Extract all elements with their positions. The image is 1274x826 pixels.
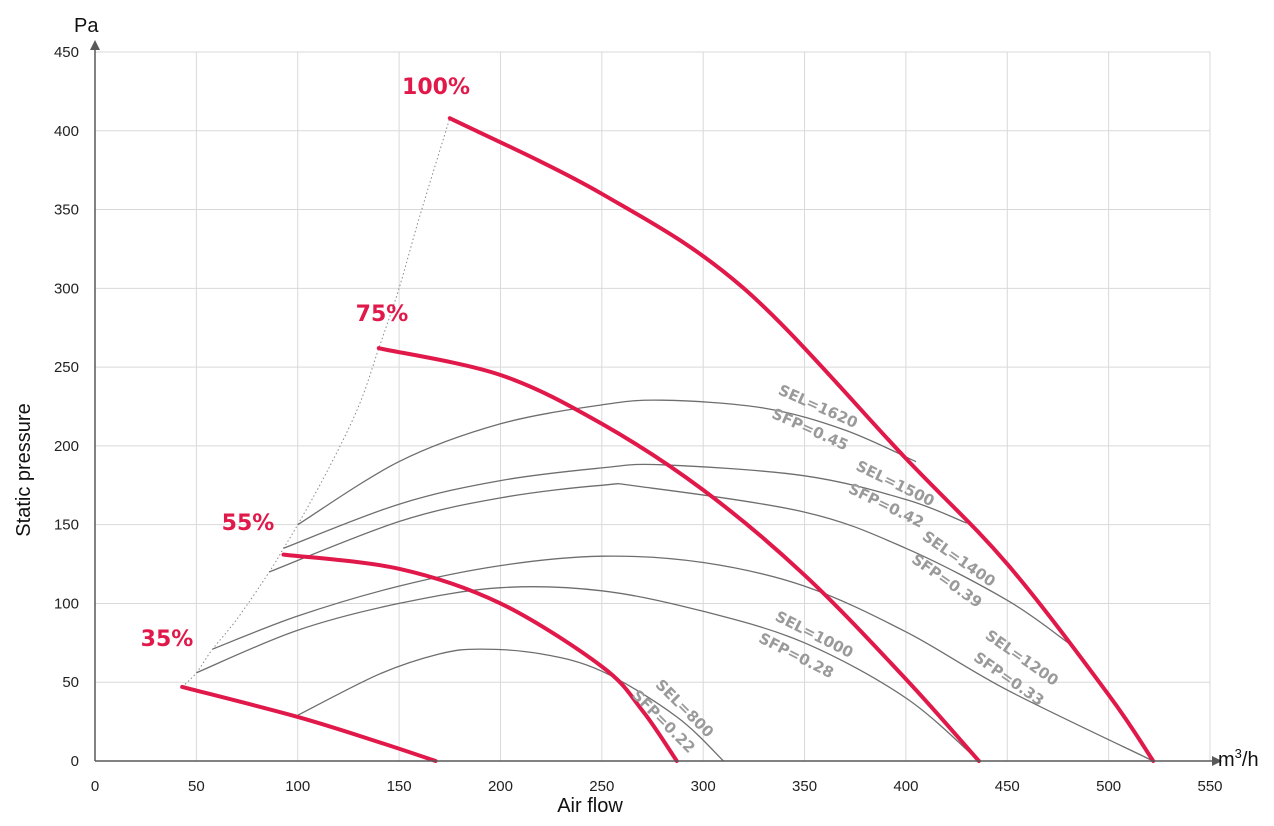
y-tick-label: 150 [54, 517, 79, 534]
y-tick-label: 50 [62, 674, 79, 691]
sel-curve [297, 648, 724, 762]
x-tick-label: 450 [995, 778, 1020, 795]
y-axis-title: Static pressure [13, 403, 35, 536]
y-tick-label: 350 [54, 202, 79, 219]
y-tick-label: 250 [54, 359, 79, 376]
x-tick-label: 300 [691, 778, 716, 795]
y-tick-label: 0 [71, 753, 79, 770]
x-tick-label: 250 [589, 778, 614, 795]
fan-curves [180, 116, 1156, 763]
tick-labels: 0 50 100 150 200 250 300 350 400 450 500 550 0 50 100 1… [54, 44, 1223, 795]
x-axis-title: Air flow [557, 795, 623, 817]
y-tick-label: 300 [54, 280, 79, 297]
speed-label: 100% [402, 75, 470, 100]
speed-label: 75% [356, 302, 409, 327]
x-tick-label: 500 [1096, 778, 1121, 795]
y-tick-label: 450 [54, 44, 79, 61]
x-tick-label: 200 [488, 778, 513, 795]
sel-curve [269, 483, 1069, 644]
fan-speed-curve [180, 684, 438, 763]
fan-speed-curve [376, 346, 981, 763]
sel-curve [212, 555, 1154, 762]
x-tick-label: 400 [893, 778, 918, 795]
y-axis-arrow-icon [90, 40, 100, 50]
y-tick-label: 100 [54, 595, 79, 612]
x-tick-label: 150 [387, 778, 412, 795]
grid [94, 51, 1211, 762]
x-unit-label: m3/h [1218, 746, 1259, 771]
x-axis-arrow-icon [1212, 756, 1222, 766]
x-tick-label: 0 [91, 778, 99, 795]
y-tick-label: 400 [54, 123, 79, 140]
curve-labels: 100%75%55%35%SEL=1620SFP=0.45SEL=1500SFP… [141, 75, 1062, 757]
x-tick-label: 550 [1197, 778, 1222, 795]
fan-speed-curve [447, 116, 1156, 763]
sel-curve [196, 586, 980, 762]
axes [90, 40, 1222, 766]
x-tick-label: 50 [188, 778, 205, 795]
sel-curve [297, 399, 917, 526]
speed-label: 35% [141, 627, 194, 652]
x-tick-label: 100 [285, 778, 310, 795]
y-unit-label: Pa [74, 15, 99, 37]
speed-label: 55% [222, 511, 275, 536]
sel-curve [283, 463, 967, 549]
x-tick-label: 350 [792, 778, 817, 795]
fan-speed-curve [281, 552, 679, 763]
y-tick-label: 200 [54, 438, 79, 455]
sel-curves [196, 399, 1154, 762]
